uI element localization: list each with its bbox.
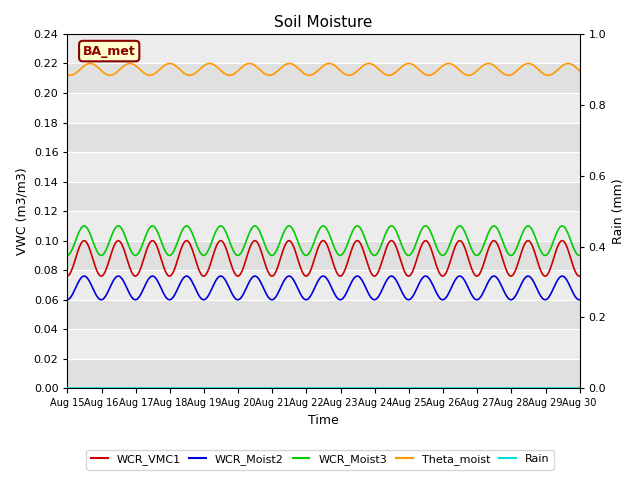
Y-axis label: VWC (m3/m3): VWC (m3/m3) [15, 168, 28, 255]
Legend: WCR_VMC1, WCR_Moist2, WCR_Moist3, Theta_moist, Rain: WCR_VMC1, WCR_Moist2, WCR_Moist3, Theta_… [86, 450, 554, 469]
Text: BA_met: BA_met [83, 45, 136, 58]
Bar [67, 122, 580, 152]
Y-axis label: Rain (mm): Rain (mm) [612, 179, 625, 244]
Bar [67, 93, 580, 122]
Bar [67, 359, 580, 388]
Bar [67, 152, 580, 181]
Bar [67, 270, 580, 300]
Bar [67, 63, 580, 93]
X-axis label: Time: Time [308, 414, 339, 427]
Bar [67, 181, 580, 211]
Bar [67, 329, 580, 359]
Bar [67, 240, 580, 270]
Title: Soil Moisture: Soil Moisture [275, 15, 372, 30]
Bar [67, 211, 580, 240]
Bar [67, 34, 580, 63]
Bar [67, 300, 580, 329]
